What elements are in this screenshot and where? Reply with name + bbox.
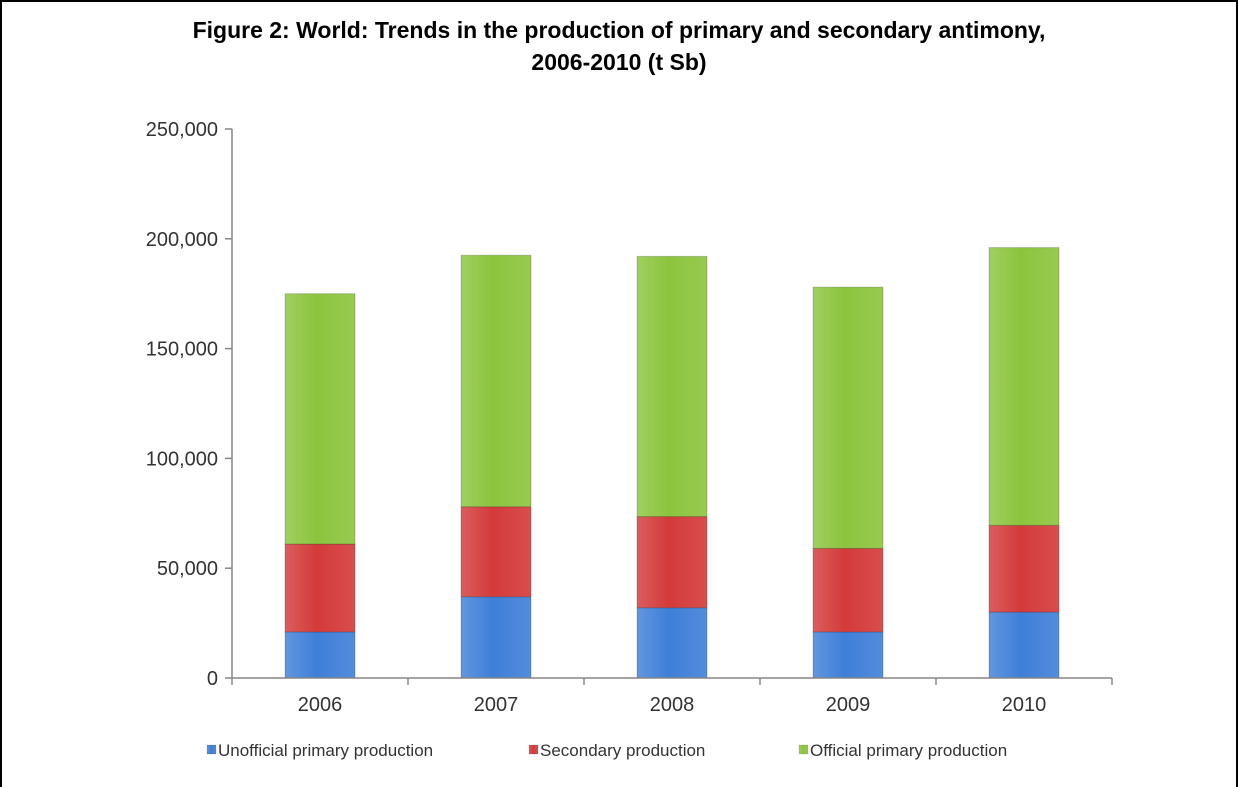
bar-segment [988,524,1060,613]
legend-swatch [798,744,809,755]
chart-title: Figure 2: World: Trends in the productio… [40,14,1198,78]
frame-right-border [1236,0,1238,787]
x-tick-label: 2006 [298,694,343,716]
legend: Unofficial primary production Secondary p… [206,741,1007,760]
bar-segment [636,516,708,609]
x-tick-label: 2010 [1002,694,1047,716]
x-tick-label: 2009 [826,694,871,716]
x-tick-label: 2008 [650,694,695,716]
bar-segment [988,611,1060,679]
x-tick-label: 2007 [474,694,519,716]
bar-segment [812,547,884,633]
legend-label: Secondary production [540,741,705,760]
legend-label: Official primary production [810,741,1007,760]
y-axis: 0 50,000 100,000 150,000 200,000 250,000 [146,119,233,690]
y-tick-label: 200,000 [146,229,218,251]
bar-segment [636,607,708,679]
bar-segment [812,286,884,549]
bar-segment [636,255,708,518]
bar-segment [460,596,532,679]
legend-swatch [206,744,217,755]
y-tick-label: 250,000 [146,119,218,141]
bar-segment [460,506,532,598]
frame-top-border [0,0,1238,2]
bars [284,247,1060,679]
bar-segment [284,631,356,679]
frame-left-border [0,0,2,787]
bar-segment [988,247,1060,526]
bar-segment [812,631,884,679]
legend-swatch [528,744,539,755]
chart-title-line-2: 2006-2010 (t Sb) [531,49,707,75]
chart-title-line-1: Figure 2: World: Trends in the productio… [192,17,1046,43]
y-tick-label: 150,000 [146,339,218,361]
bar-segment [460,254,532,508]
legend-label: Unofficial primary production [218,741,433,760]
y-tick-label: 0 [207,668,218,690]
bar-segment [284,543,356,633]
y-tick-label: 50,000 [157,558,218,580]
y-tick-label: 100,000 [146,448,218,470]
x-axis: 2006 2007 2008 2009 2010 [231,677,1113,716]
bar-segment [284,293,356,545]
